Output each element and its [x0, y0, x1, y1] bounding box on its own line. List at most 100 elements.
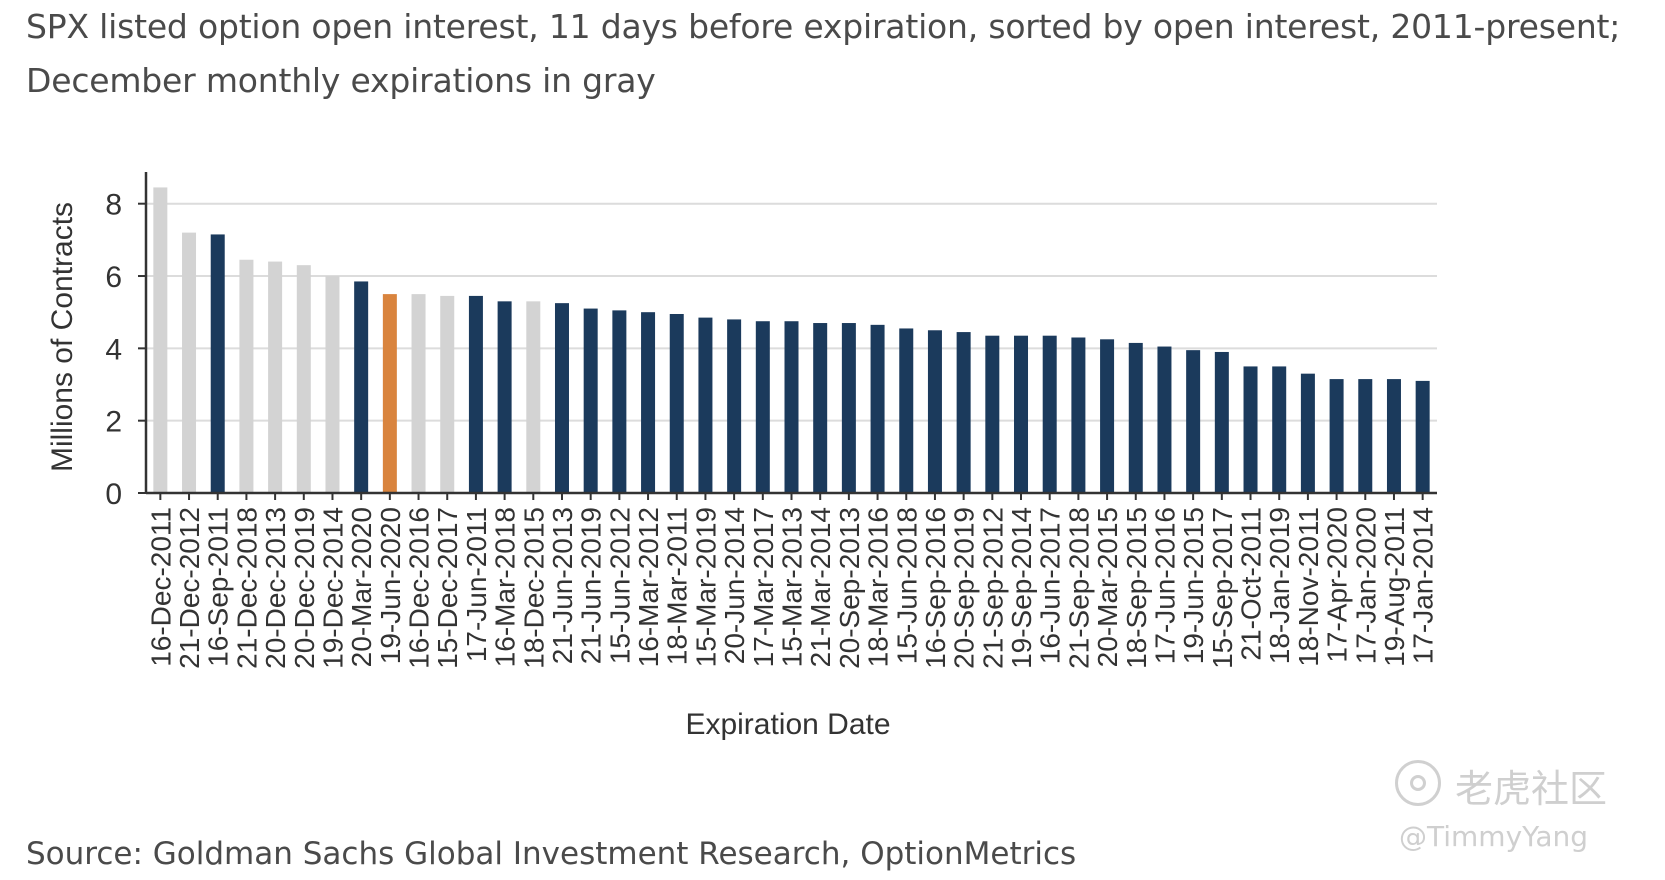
chart-subtitle: SPX listed option open interest, 11 days… [26, 0, 1646, 108]
bar [784, 321, 799, 493]
bar [468, 295, 483, 493]
x-tick-label: 19-Jun-2020 [375, 507, 406, 664]
x-tick-label: 17-Jun-2011 [461, 507, 492, 662]
bar [1243, 366, 1258, 493]
bar [813, 323, 828, 493]
bar [210, 234, 225, 494]
x-tick-label: 20-Mar-2015 [1092, 507, 1123, 667]
bar [612, 310, 627, 493]
y-tick-label: 4 [105, 333, 122, 366]
x-tick-label: 20-Dec-2013 [260, 507, 291, 669]
x-tick-label: 19-Dec-2014 [317, 507, 348, 669]
bar [669, 313, 684, 493]
x-tick-label: 16-Sep-2016 [920, 507, 951, 669]
x-tick-label: 15-Jun-2018 [891, 507, 922, 664]
bar [1386, 379, 1401, 493]
bar [1214, 351, 1229, 493]
x-tick-label: 18-Sep-2015 [1121, 507, 1152, 669]
bar [841, 323, 856, 493]
bar [1329, 379, 1344, 493]
x-tick-label: 17-Jun-2016 [1149, 507, 1180, 664]
bar [641, 312, 656, 493]
bar [698, 317, 713, 493]
x-tick-label: 21-Sep-2018 [1063, 507, 1094, 669]
bar [1186, 350, 1201, 493]
x-tick-label: 20-Jun-2014 [719, 507, 750, 664]
x-tick-label: 21-Sep-2012 [977, 507, 1008, 669]
tiger-logo-icon [1395, 760, 1441, 806]
bar [1358, 379, 1373, 493]
x-tick-label: 18-Jan-2019 [1264, 507, 1295, 664]
bar [755, 321, 770, 493]
bar [296, 265, 311, 493]
x-tick-label: 20-Dec-2019 [289, 507, 320, 669]
source-note: Source: Goldman Sachs Global Investment … [26, 836, 1077, 872]
x-tick-label: 16-Dec-2016 [404, 507, 435, 669]
bar [182, 232, 197, 493]
bar [411, 294, 426, 493]
x-axis-title: Expiration Date [685, 708, 890, 741]
bar [239, 259, 254, 493]
bar [1042, 335, 1057, 493]
bar [554, 303, 569, 493]
x-tick-label: 21-Jun-2013 [547, 507, 578, 664]
x-tick-label: 16-Jun-2017 [1035, 507, 1066, 664]
x-tick-label: 21-Jun-2019 [576, 507, 607, 664]
subtitle-line-2: December monthly expirations in gray [26, 61, 656, 100]
bar [325, 276, 340, 493]
x-tick-label: 18-Nov-2011 [1293, 507, 1324, 667]
x-tick-label: 19-Sep-2014 [1006, 507, 1037, 669]
bar [899, 328, 914, 493]
watermark-user: @TimmyYang [1399, 820, 1589, 853]
bar [1272, 366, 1287, 493]
bar [526, 301, 541, 493]
bar [1415, 380, 1430, 493]
bar [956, 332, 971, 493]
x-tick-label: 15-Mar-2013 [777, 507, 808, 667]
y-tick-label: 8 [105, 189, 122, 222]
x-tick-label: 20-Sep-2019 [949, 507, 980, 669]
y-tick-label: 0 [105, 478, 122, 511]
x-tick-label: 21-Oct-2011 [1236, 507, 1267, 661]
x-tick-label: 15-Dec-2017 [432, 507, 463, 669]
subtitle-line-1: SPX listed option open interest, 11 days… [26, 7, 1621, 46]
y-tick-label: 6 [105, 261, 122, 294]
x-tick-label: 18-Mar-2011 [662, 507, 693, 665]
bar [1100, 339, 1115, 493]
bar [727, 319, 742, 493]
x-tick-label: 18-Mar-2016 [863, 507, 894, 667]
x-tick-label: 16-Sep-2011 [203, 507, 234, 667]
watermark: 老虎社区 @TimmyYang [1395, 758, 1635, 868]
x-tick-label: 19-Aug-2011 [1379, 507, 1410, 667]
x-tick-label: 20-Sep-2013 [834, 507, 865, 669]
y-tick-label: 2 [105, 406, 122, 439]
x-tick-label: 18-Dec-2015 [518, 507, 549, 669]
bar [354, 281, 369, 493]
bar [1128, 342, 1143, 493]
bar [927, 330, 942, 493]
y-axis-title: Millions of Contracts [46, 202, 79, 472]
bar [1014, 335, 1029, 493]
x-tick-label: 20-Mar-2020 [346, 507, 377, 667]
x-tick-label: 21-Mar-2014 [805, 507, 836, 667]
bar [1071, 337, 1086, 493]
bar [440, 295, 455, 493]
bar [1300, 373, 1315, 493]
x-tick-label: 17-Jan-2020 [1350, 507, 1381, 664]
watermark-brand: 老虎社区 [1455, 767, 1608, 811]
x-tick-label: 17-Apr-2020 [1322, 507, 1353, 663]
x-tick-label: 21-Dec-2018 [231, 507, 262, 669]
x-tick-label: 21-Dec-2012 [174, 507, 205, 669]
bar [268, 261, 283, 493]
x-tick-label: 17-Mar-2017 [748, 507, 779, 667]
x-tick-label: 16-Mar-2012 [633, 507, 664, 667]
x-tick-label: 15-Sep-2017 [1207, 507, 1238, 669]
x-tick-label: 17-Jan-2014 [1408, 507, 1439, 664]
x-tick-label: 19-Jun-2015 [1178, 507, 1209, 664]
x-tick-label: 15-Mar-2019 [690, 507, 721, 667]
bar [497, 301, 512, 493]
bar [153, 187, 168, 493]
bar [583, 308, 598, 493]
bar [985, 335, 1000, 493]
